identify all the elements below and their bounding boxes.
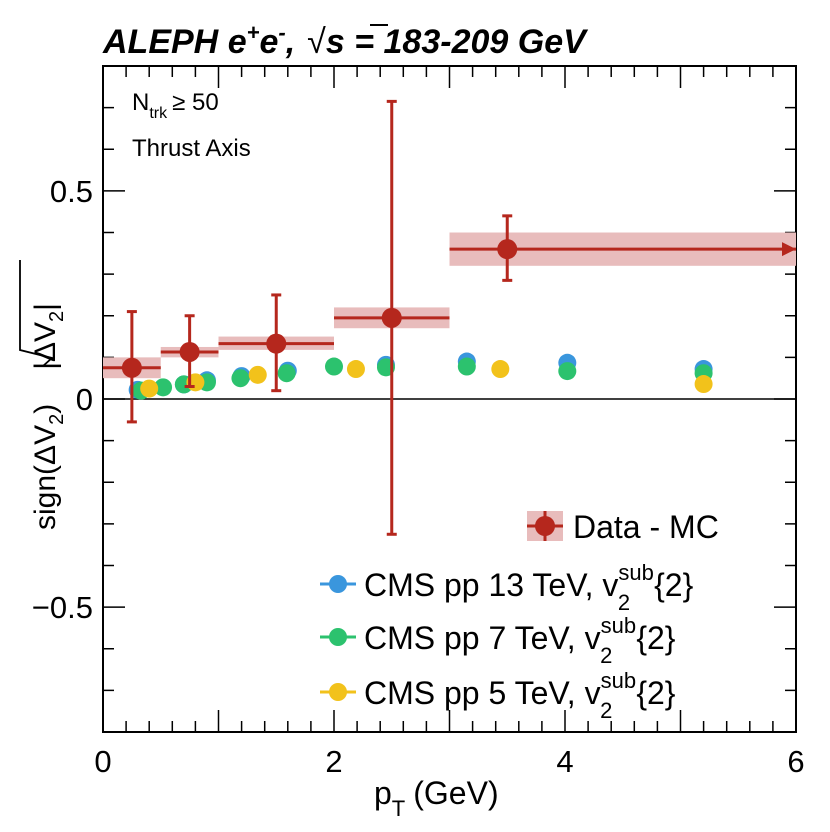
data-point <box>381 307 402 328</box>
legend-cms13-marker <box>329 575 347 593</box>
tick-labels: 0 2 4 6 −0.5 0 0.5 <box>32 174 805 779</box>
legend-label: CMS pp 7 TeV, vsub 2 {2} <box>364 613 676 668</box>
cms5-point <box>694 375 713 394</box>
cms7-point <box>457 357 476 376</box>
cms5-point <box>248 365 267 384</box>
thrust-axis-annotation: Thrust Axis <box>132 135 251 162</box>
y-label-sqrt-sign <box>19 260 54 367</box>
legend-cms7-marker <box>329 628 347 646</box>
legend-label: CMS pp 13 TeV, vsub 2 {2} <box>364 560 694 615</box>
legend-label: Data - MC <box>573 509 719 545</box>
chart-title: ALEPH e+e-, √s = 183-209 GeV <box>102 20 589 61</box>
y-tick-label: 0 <box>76 382 93 417</box>
x-tick-label: 6 <box>787 744 804 779</box>
cms5-point <box>140 379 159 398</box>
y-tick-label: 0.5 <box>50 174 93 209</box>
legend-cms5-marker <box>329 683 347 701</box>
x-tick-label: 2 <box>325 744 342 779</box>
cms7-point <box>277 364 296 383</box>
cms7-point <box>154 378 173 397</box>
series-layer <box>103 99 796 536</box>
legend: Data - MC CMS pp 13 TeV, vsub 2 {2}CMS pp 7… <box>320 509 719 723</box>
x-tick-label: 0 <box>94 744 111 779</box>
data-overflow-arrow <box>782 242 796 257</box>
data-point <box>497 239 518 260</box>
ntrk-annotation: Ntrk ≥ 50 <box>132 89 219 122</box>
data-point <box>179 341 200 362</box>
x-tick-label: 4 <box>556 744 573 779</box>
data-point <box>121 357 142 378</box>
y-axis-label: sign(ΔV2)|ΔV2| <box>19 260 68 530</box>
x-axis-label: pT (GeV) <box>374 775 499 821</box>
cms7-point <box>231 369 250 388</box>
legend-label: CMS pp 5 TeV, vsub 2 {2} <box>364 668 676 723</box>
cms5-point <box>346 360 365 379</box>
svg-text:sign(ΔV2)|ΔV2|: sign(ΔV2)|ΔV2| <box>29 303 68 530</box>
cms5-point <box>491 360 510 379</box>
data-point <box>266 333 287 354</box>
cms7-point <box>325 357 343 376</box>
legend-data-marker <box>535 516 555 536</box>
y-tick-label: −0.5 <box>32 590 93 625</box>
cms7-point <box>558 362 577 381</box>
